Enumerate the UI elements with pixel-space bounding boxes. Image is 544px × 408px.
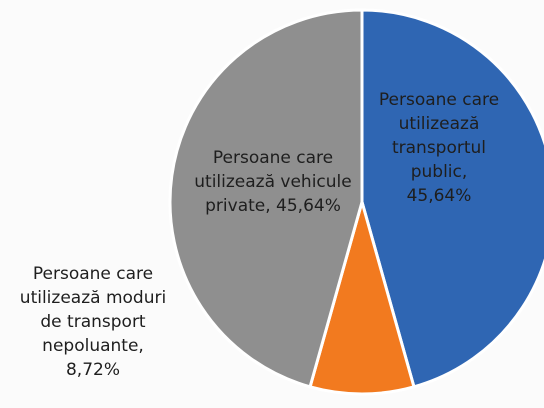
value-label: 45,64% xyxy=(406,186,472,206)
pie-slice xyxy=(308,196,416,396)
slice-label: Persoane care utilizează vehicule privat… xyxy=(188,146,358,218)
slice-label: Persoane care utilizează moduri de trans… xyxy=(18,262,168,382)
category-label: Persoane care utilizează vehicule privat… xyxy=(194,148,352,216)
category-label: Persoane care utilizează transportul pub… xyxy=(378,90,500,182)
pie-slice xyxy=(168,8,364,389)
value-label: 8,72% xyxy=(65,360,120,380)
value-label: 45,64% xyxy=(276,196,341,216)
category-label: Persoane care utilizează moduri de trans… xyxy=(19,264,167,356)
pie-slice xyxy=(360,8,544,389)
slice-label: Persoane care utilizează transportul pub… xyxy=(378,88,500,208)
